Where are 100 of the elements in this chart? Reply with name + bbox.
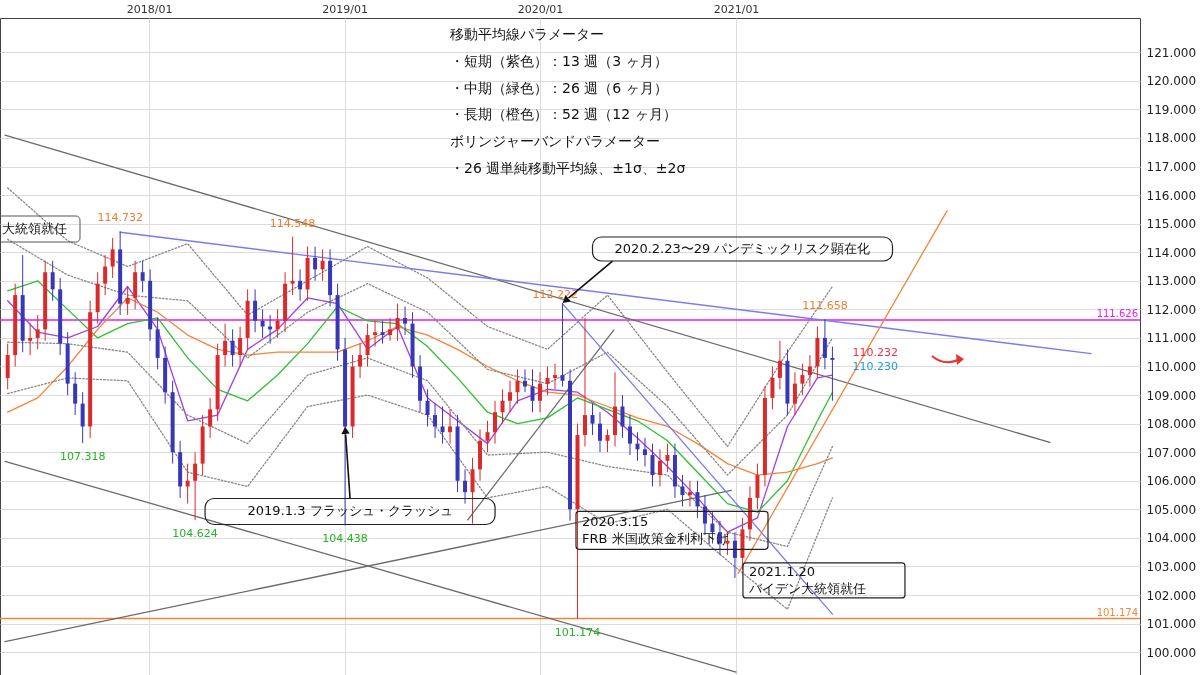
candlestick — [110, 237, 115, 279]
candlestick — [553, 363, 557, 390]
candlestick — [313, 246, 318, 282]
candlestick — [657, 448, 662, 487]
annotation: ・短期（紫色）：13 週（3 ヶ月） — [450, 52, 668, 69]
candlestick — [620, 394, 625, 439]
candlestick — [395, 303, 400, 342]
y-tick-label: 101.000 — [1146, 617, 1197, 632]
candlestick — [777, 340, 782, 390]
candlestick — [140, 260, 145, 293]
annotation: ボリンジャーバンドパラメーター — [450, 133, 660, 150]
candlestick — [193, 451, 198, 521]
candlestick — [605, 428, 610, 453]
candlestick — [73, 371, 78, 416]
annotation: 移動平均線パラメーター — [450, 26, 604, 42]
candlestick — [425, 388, 430, 427]
candlestick — [583, 317, 587, 447]
candlestick — [680, 474, 685, 507]
candlestick — [830, 346, 835, 402]
candlestick — [260, 308, 265, 339]
y-tick-label: 111.000 — [1146, 331, 1197, 346]
candlestick — [35, 314, 40, 350]
candlestick — [275, 308, 280, 339]
candlestick — [320, 248, 325, 282]
candlestick — [253, 288, 258, 333]
annotation: 大統領就任 — [2, 221, 67, 236]
y-tick-label: 108.000 — [1146, 417, 1197, 432]
annotation: 101.174 — [554, 625, 601, 639]
annotation: ・長期（橙色）：52 週（12 ヶ月） — [450, 106, 677, 123]
annotation: 111.658 — [802, 299, 848, 313]
candlestick — [223, 323, 228, 367]
candlestick — [230, 328, 235, 367]
x-tick-label: 2018/01 — [126, 2, 173, 16]
candlestick — [380, 320, 385, 345]
candlestick — [365, 323, 370, 367]
candlestick — [792, 371, 797, 416]
candlestick — [5, 343, 10, 390]
annotation: 2021.1.20 バイデン大統領就任 — [747, 563, 866, 596]
x-tick-label: 2019/01 — [322, 2, 368, 16]
candlestick — [470, 457, 475, 525]
candlestick — [208, 397, 213, 439]
annotation: 114.732 — [97, 211, 143, 225]
candlestick — [732, 531, 737, 579]
y-tick-label: 103.000 — [1146, 559, 1197, 574]
x-tick-label: 2020/01 — [517, 2, 564, 16]
annotation: ・26 週単純移動平均線、±1σ、±2σ — [450, 160, 686, 176]
y-tick-label: 116.000 — [1146, 188, 1197, 203]
y-tick-label: 117.000 — [1146, 160, 1197, 175]
y-tick-label: 106.000 — [1146, 474, 1197, 489]
candlestick — [650, 443, 655, 487]
ref-line-label: 101.174 — [1096, 606, 1138, 618]
candlestick — [508, 380, 513, 413]
candlestick — [403, 306, 408, 336]
candlestick — [448, 408, 453, 445]
y-tick-label: 121.000 — [1146, 45, 1197, 60]
candlestick — [433, 403, 438, 439]
y-tick-label: 109.000 — [1146, 388, 1197, 403]
candlestick — [545, 366, 550, 396]
candlestick — [388, 317, 393, 342]
annotation: 107.318 — [59, 450, 106, 464]
y-tick-label: 102.000 — [1146, 588, 1197, 603]
candlestick — [800, 363, 805, 396]
candlestick — [560, 302, 565, 387]
candlestick — [298, 268, 303, 302]
candlestick — [373, 320, 378, 347]
candlestick — [125, 286, 130, 316]
y-tick-label: 112.000 — [1146, 302, 1197, 317]
candlestick — [440, 405, 445, 445]
candlestick — [755, 463, 760, 510]
y-tick-label: 107.000 — [1146, 445, 1197, 460]
candlestick — [238, 326, 243, 367]
y-tick-label: 110.000 — [1146, 360, 1197, 374]
ref-line-label: 111.626 — [1096, 308, 1138, 320]
y-tick-label: 119.000 — [1146, 102, 1197, 117]
candlestick — [597, 411, 602, 453]
y-tick-label: 120.000 — [1146, 74, 1197, 89]
annotation: ・中期（緑色）：26 週（6 ヶ月） — [450, 79, 668, 96]
y-tick-label: 114.000 — [1146, 245, 1197, 260]
y-tick-label: 100.000 — [1146, 645, 1197, 660]
y-tick-label: 104.000 — [1146, 531, 1197, 546]
candlestick — [500, 388, 505, 425]
x-tick-label: 2021/01 — [713, 2, 760, 16]
candlestick — [822, 318, 827, 370]
candlestick — [80, 391, 85, 444]
y-tick-label: 118.000 — [1146, 131, 1197, 146]
candlestick — [358, 343, 363, 379]
candlestick — [590, 403, 595, 436]
annotation: 104.438 — [322, 532, 368, 546]
candlestick — [627, 414, 632, 456]
candlestick — [687, 480, 692, 507]
candlestick — [463, 468, 468, 505]
y-tick-label: 113.000 — [1146, 274, 1197, 289]
candlestick — [50, 260, 55, 302]
annotation: 104.624 — [172, 527, 218, 541]
candlestick — [665, 443, 670, 473]
annotation: 2019.1.3 フラッシュ・クラッシュ — [247, 503, 453, 519]
candlestick — [770, 366, 775, 410]
annotation: 2020.2.23〜29 パンデミックリスク顕在化 — [614, 241, 871, 257]
candlestick — [103, 254, 108, 296]
candlestick — [485, 420, 490, 453]
